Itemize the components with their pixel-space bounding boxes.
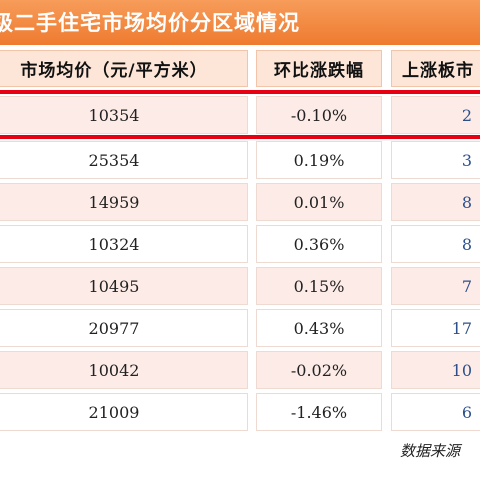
price-cell: 20977 <box>0 309 248 347</box>
title-bar: 级二手住宅市场均价分区域情况 <box>0 0 480 45</box>
header-rise: 上涨板市 <box>391 50 480 87</box>
table-row: 10495 0.15% 7 <box>0 267 480 305</box>
change-cell: -0.02% <box>256 351 382 389</box>
header-change: 环比涨跌幅 <box>256 50 382 87</box>
price-cell: 10324 <box>0 225 248 263</box>
price-cell: 25354 <box>0 141 248 179</box>
table-row: 21009 -1.46% 6 <box>0 393 480 431</box>
change-cell: 0.01% <box>256 183 382 221</box>
change-cell: 0.36% <box>256 225 382 263</box>
price-cell: 14959 <box>0 183 248 221</box>
table-title: 级二手住宅市场均价分区域情况 <box>0 10 300 35</box>
rise-cell: 10 <box>391 351 480 389</box>
header-price: 市场均价（元/平方米） <box>0 50 248 87</box>
table-header-row: 市场均价（元/平方米） 环比涨跌幅 上涨板市 <box>0 50 480 87</box>
table-row: 20977 0.43% 17 <box>0 309 480 347</box>
rise-cell: 8 <box>391 183 480 221</box>
rise-cell: 2 <box>391 96 480 134</box>
price-cell: 10495 <box>0 267 248 305</box>
price-cell: 10042 <box>0 351 248 389</box>
change-cell: 0.43% <box>256 309 382 347</box>
rise-cell: 6 <box>391 393 480 431</box>
rise-cell: 3 <box>391 141 480 179</box>
change-cell: 0.15% <box>256 267 382 305</box>
price-cell: 21009 <box>0 393 248 431</box>
table-row: 10324 0.36% 8 <box>0 225 480 263</box>
rise-cell: 17 <box>391 309 480 347</box>
table-row: 14959 0.01% 8 <box>0 183 480 221</box>
change-cell: -0.10% <box>256 96 382 134</box>
rise-cell: 8 <box>391 225 480 263</box>
rise-cell: 7 <box>391 267 480 305</box>
data-source-note: 数据来源 <box>400 442 461 460</box>
table-row: 25354 0.19% 3 <box>0 141 480 179</box>
highlight-bottom-line <box>0 135 480 139</box>
highlight-top-line <box>0 90 480 94</box>
change-cell: -1.46% <box>256 393 382 431</box>
table-row: 10354 -0.10% 2 <box>0 96 480 134</box>
table-row: 10042 -0.02% 10 <box>0 351 480 389</box>
price-cell: 10354 <box>0 96 248 134</box>
change-cell: 0.19% <box>256 141 382 179</box>
